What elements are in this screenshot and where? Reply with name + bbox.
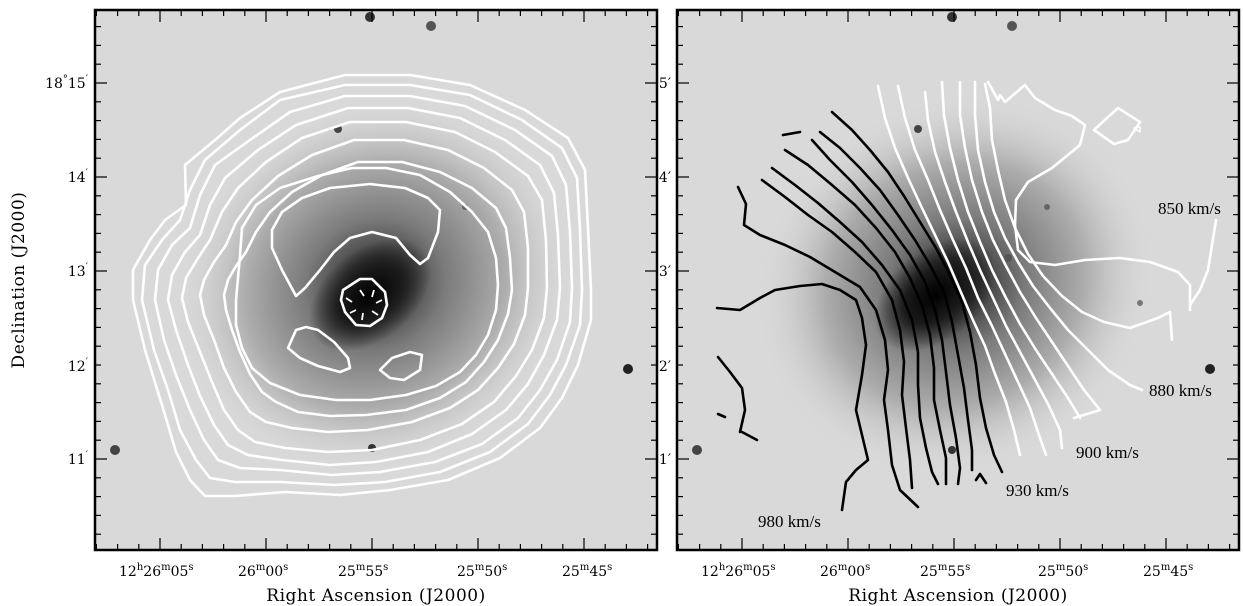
left-dec-tick-2: 13′ xyxy=(68,262,89,280)
left-minor-ticks xyxy=(95,10,657,550)
left-dec-tick-1: 14′ xyxy=(68,168,89,186)
isovel-black-10 xyxy=(974,472,988,485)
isovel-white-11 xyxy=(1133,126,1141,133)
isovel-white-6 xyxy=(973,80,1144,392)
velocity-label-880: 880 km/s xyxy=(1149,381,1212,400)
contour-level-7 xyxy=(222,160,514,418)
velocity-contours-white xyxy=(876,80,1218,457)
right-y-tick-labels: 5′ 4′ 3′ 2′ 1′ xyxy=(659,76,671,468)
right-image xyxy=(677,10,1239,550)
left-ra-tick-0: 12h26m05s xyxy=(119,562,194,580)
left-ra-tick-1: 26m00s xyxy=(238,562,288,580)
isovel-white-10 xyxy=(1092,106,1142,146)
contour-level-2 xyxy=(140,83,584,487)
right-x-tick-labels: 12h26m05s 26m00s 25m55s 25m50s 25m45s xyxy=(701,562,1193,580)
contour-level-3 xyxy=(153,94,574,477)
velocity-label-980: 980 km/s xyxy=(758,512,821,531)
left-dec-tick-4: 11′ xyxy=(68,450,89,468)
velocity-label-930: 930 km/s xyxy=(1006,481,1069,500)
right-frame xyxy=(675,8,1241,552)
isovel-black-7 xyxy=(781,130,962,486)
right-ra-tick-3: 25m50s xyxy=(1038,562,1088,580)
left-frame xyxy=(93,8,659,552)
left-panel: 12h26m05s 26m00s 25m55s 25m50s 25m45s 18… xyxy=(9,8,659,606)
left-ra-tick-3: 25m50s xyxy=(457,562,507,580)
left-y-tick-labels: 18°15′ 14′ 13′ 12′ 11′ xyxy=(45,74,89,468)
isovel-black-6 xyxy=(783,148,948,486)
isovel-white-2 xyxy=(896,84,1048,457)
isovel-white-3 xyxy=(923,90,1064,450)
velocity-label-900: 900 km/s xyxy=(1076,443,1139,462)
right-offset-tick-3: 2′ xyxy=(659,359,671,375)
isovel-white-9 xyxy=(1188,218,1218,307)
right-ra-tick-4: 25m45s xyxy=(1143,562,1193,580)
left-x-tick-labels: 12h26m05s 26m00s 25m55s 25m50s 25m45s xyxy=(119,562,612,580)
left-dec-tick-3: 12′ xyxy=(68,357,89,375)
hi-column-density-contours xyxy=(131,73,593,498)
contour-level-11-ticks xyxy=(345,289,383,321)
right-ra-tick-0: 12h26m05s xyxy=(701,562,776,580)
contour-level-8 xyxy=(234,166,500,402)
isovel-white-1 xyxy=(876,84,1022,457)
isovel-black-1 xyxy=(715,282,870,512)
contour-level-1 xyxy=(131,73,593,498)
isovel-white-8 xyxy=(986,80,1192,312)
isovel-white-7 xyxy=(983,82,1174,342)
right-ra-tick-1: 26m00s xyxy=(820,562,870,580)
contour-level-10 xyxy=(339,277,389,328)
left-y-axis-title: Declination (J2000) xyxy=(9,192,29,369)
left-dec-tick-0: 18°15′ xyxy=(45,74,89,92)
right-x-axis-title: Right Ascension (J2000) xyxy=(848,586,1067,606)
isovel-black-3 xyxy=(736,185,920,509)
isovel-white-5 xyxy=(958,80,1102,420)
right-offset-tick-1: 4′ xyxy=(659,170,671,186)
isovel-black-8 xyxy=(818,130,974,472)
isovel-black-5 xyxy=(770,166,940,486)
contour-level-4 xyxy=(166,106,562,467)
right-offset-tick-4: 1′ xyxy=(659,452,671,468)
isovel-black-9 xyxy=(830,110,1004,474)
right-panel: 850 km/s 880 km/s 900 km/s 930 km/s 980 … xyxy=(659,8,1241,606)
left-ra-tick-2: 25m55s xyxy=(338,562,388,580)
contour-level-6 xyxy=(198,138,530,434)
left-ra-tick-4: 25m45s xyxy=(562,562,612,580)
velocity-labels: 850 km/s 880 km/s 900 km/s 930 km/s 980 … xyxy=(758,199,1221,531)
contour-level-9b xyxy=(286,325,352,374)
isovel-white-4 xyxy=(940,80,1082,420)
left-x-axis-title: Right Ascension (J2000) xyxy=(266,586,485,606)
right-minor-ticks xyxy=(677,10,1239,550)
contour-level-5 xyxy=(180,120,549,454)
contour-level-9a xyxy=(270,182,442,298)
right-ra-tick-2: 25m55s xyxy=(920,562,970,580)
velocity-contours-black xyxy=(715,110,1004,512)
velocity-label-850: 850 km/s xyxy=(1158,199,1221,218)
isovel-black-4 xyxy=(760,178,914,490)
right-offset-tick-0: 5′ xyxy=(659,76,671,92)
isovel-black-2 xyxy=(716,355,759,442)
contour-level-9c xyxy=(378,350,424,382)
right-offset-tick-2: 3′ xyxy=(659,264,671,280)
